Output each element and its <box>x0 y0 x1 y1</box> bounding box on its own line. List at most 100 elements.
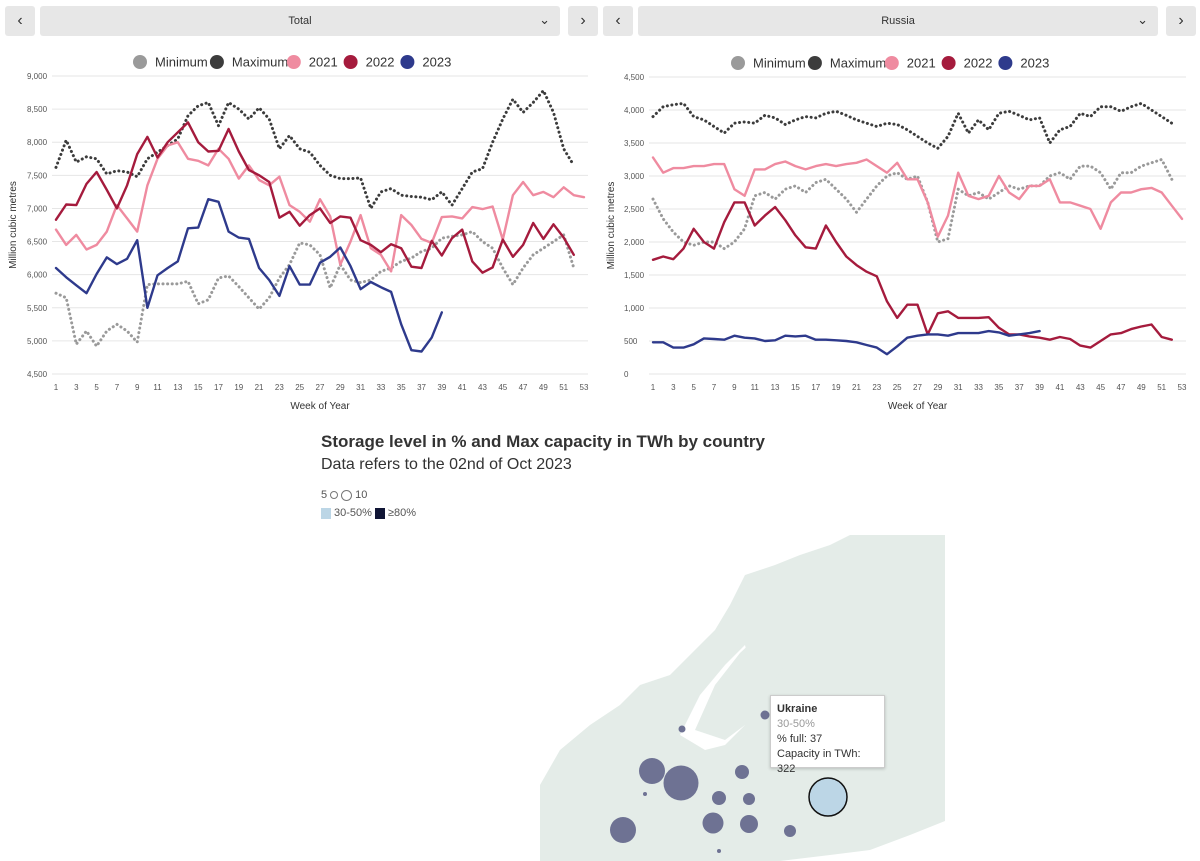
x-tick-label: 27 <box>316 383 325 392</box>
legend-item-2023[interactable]: 2023 <box>998 56 1049 71</box>
x-tick-label: 53 <box>1178 383 1187 392</box>
total-storage-chart: Minimum Maximum 2021 2022 2023 4,500 5,000 5,50… <box>8 55 589 413</box>
left-country-select[interactable]: Total ⌄ <box>40 6 560 36</box>
legend-marker-2023-icon <box>400 55 415 69</box>
x-tick-label: 35 <box>994 383 1003 392</box>
legend-item-minimum[interactable]: Minimum <box>133 55 208 70</box>
x-tick-label: 33 <box>376 383 385 392</box>
y-tick-label: 8,000 <box>27 138 48 147</box>
left-prev-button[interactable]: ‹ <box>5 6 35 36</box>
bubble-czechia[interactable] <box>712 791 726 805</box>
legend-label-2023: 2023 <box>422 55 451 70</box>
series-line-minimum[interactable] <box>651 158 1174 251</box>
series-line-minimum[interactable] <box>54 230 576 348</box>
x-tick-label: 41 <box>1055 383 1064 392</box>
y-tick-label: 2,500 <box>624 205 645 214</box>
y-tick-label: 0 <box>624 370 629 379</box>
series-line-2021[interactable] <box>651 156 1184 238</box>
x-tick-label: 25 <box>295 383 304 392</box>
legend-item-minimum[interactable]: Minimum <box>731 56 806 71</box>
x-tick-label: 31 <box>356 383 365 392</box>
x-tick-label: 9 <box>732 383 737 392</box>
legend-marker-2022-icon <box>941 56 956 70</box>
bubble-germany[interactable] <box>663 765 699 801</box>
x-tick-label: 1 <box>54 383 59 392</box>
legend-item-2022[interactable]: 2022 <box>343 55 395 70</box>
left-next-button[interactable]: › <box>568 6 598 36</box>
y-tick-label: 2,000 <box>624 238 645 247</box>
x-tick-label: 29 <box>336 383 345 392</box>
y-tick-label: 500 <box>624 337 638 346</box>
chevron-down-icon: ⌄ <box>1137 12 1148 27</box>
bubble-denmark[interactable] <box>678 725 686 733</box>
small-circle-icon <box>330 491 339 499</box>
tooltip-country: Ukraine <box>777 703 818 715</box>
series-line-maximum[interactable] <box>651 101 1174 150</box>
x-tick-label: 25 <box>893 383 902 392</box>
legend-marker-maximum-icon <box>807 56 822 70</box>
x-tick-label: 39 <box>1035 383 1044 392</box>
series-line-maximum[interactable] <box>54 89 576 210</box>
y-tick-label: 4,500 <box>624 73 645 82</box>
legend-item-2023[interactable]: 2023 <box>400 55 451 70</box>
bubble-hungary[interactable] <box>740 815 758 833</box>
legend-marker-2022-icon <box>343 55 358 69</box>
y-tick-label: 5,500 <box>27 304 48 313</box>
right-prev-button[interactable]: ‹ <box>603 6 633 36</box>
x-tick-label: 7 <box>712 383 717 392</box>
bubble-croatia[interactable] <box>717 849 721 853</box>
x-tick-label: 17 <box>214 383 223 392</box>
legend-item-2022[interactable]: 2022 <box>941 56 993 71</box>
color-legend-dark[interactable]: ≥80% <box>387 507 416 519</box>
map-land-scandinavia <box>695 595 810 740</box>
y-tick-label: 8,500 <box>27 105 48 114</box>
bubble-uk[interactable] <box>639 758 665 784</box>
bubble-romania[interactable] <box>784 825 796 837</box>
series-line-2023[interactable] <box>651 329 1041 356</box>
legend-label-2021: 2021 <box>309 55 338 70</box>
size-legend-small: 5 <box>321 489 328 501</box>
x-tick-label: 39 <box>437 383 446 392</box>
bubble-latvia[interactable] <box>760 710 770 720</box>
series-line-2021[interactable] <box>54 140 586 273</box>
x-tick-label: 3 <box>671 383 676 392</box>
x-tick-label: 31 <box>954 383 963 392</box>
legend-label-maximum: Maximum <box>830 56 886 71</box>
series-line-2022[interactable] <box>54 121 575 274</box>
series-line-2022[interactable] <box>651 201 1173 349</box>
legend-label-minimum: Minimum <box>155 55 208 70</box>
y-tick-label: 4,000 <box>624 106 645 115</box>
color-legend-light[interactable]: 30-50% <box>334 507 372 519</box>
bubble-ukraine[interactable] <box>808 777 848 817</box>
bubble-poland[interactable] <box>735 765 749 779</box>
x-tick-label: 19 <box>234 383 243 392</box>
x-tick-label: 13 <box>173 383 182 392</box>
legend-item-2021[interactable]: 2021 <box>884 56 936 71</box>
x-tick-label: 47 <box>519 383 528 392</box>
series-line-2023[interactable] <box>54 197 443 353</box>
y-tick-label: 3,000 <box>624 172 645 181</box>
x-tick-label: 49 <box>539 383 548 392</box>
legend-item-maximum[interactable]: Maximum <box>209 55 288 70</box>
legend-item-maximum[interactable]: Maximum <box>807 56 886 71</box>
right-next-button[interactable]: › <box>1166 6 1196 36</box>
y-tick-label: 3,500 <box>624 139 645 148</box>
russia-storage-chart: Minimum Maximum 2021 2022 2023 0 500 1,000 1,500… <box>606 56 1187 413</box>
x-tick-label: 5 <box>691 383 696 392</box>
x-tick-label: 51 <box>1157 383 1166 392</box>
legend-label-2023: 2023 <box>1020 56 1049 71</box>
color-legend: 30-50% ≥80% <box>321 507 416 519</box>
x-tick-label: 45 <box>498 383 507 392</box>
bubble-belgium[interactable] <box>643 792 647 796</box>
x-axis-title: Week of Year <box>290 401 350 412</box>
x-tick-label: 37 <box>417 383 426 392</box>
bubble-austria[interactable] <box>702 812 724 834</box>
right-country-select[interactable]: Russia ⌄ <box>638 6 1158 36</box>
size-legend-large: 10 <box>355 489 368 501</box>
bubble-france[interactable] <box>610 817 636 843</box>
bubble-slovakia[interactable] <box>743 793 755 805</box>
x-tick-label: 37 <box>1015 383 1024 392</box>
legend-label-2021: 2021 <box>907 56 936 71</box>
x-tick-label: 33 <box>974 383 983 392</box>
legend-item-2021[interactable]: 2021 <box>286 55 338 70</box>
